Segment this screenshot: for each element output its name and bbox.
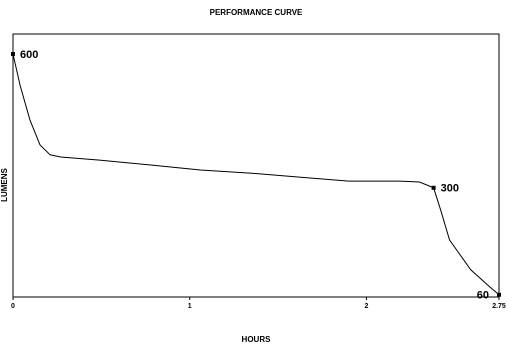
plot-frame [12, 33, 500, 298]
chart-title: PERFORMANCE CURVE [210, 8, 303, 17]
point-marker [497, 292, 501, 297]
x-tick-label: 2 [365, 303, 369, 310]
point-label: 60 [477, 290, 489, 302]
line [12, 53, 500, 296]
point-marker [11, 52, 15, 57]
y-axis-label: LUMENS [0, 167, 9, 201]
x-axis-label: HOURS [242, 335, 272, 344]
x-tick-label: 1 [188, 303, 192, 310]
point-marker [431, 185, 436, 190]
point-label: 300 [441, 183, 459, 195]
x-tick-label: 0 [11, 303, 15, 310]
x-tick-label: 2.75 [492, 303, 506, 310]
point-label: 600 [20, 49, 38, 61]
